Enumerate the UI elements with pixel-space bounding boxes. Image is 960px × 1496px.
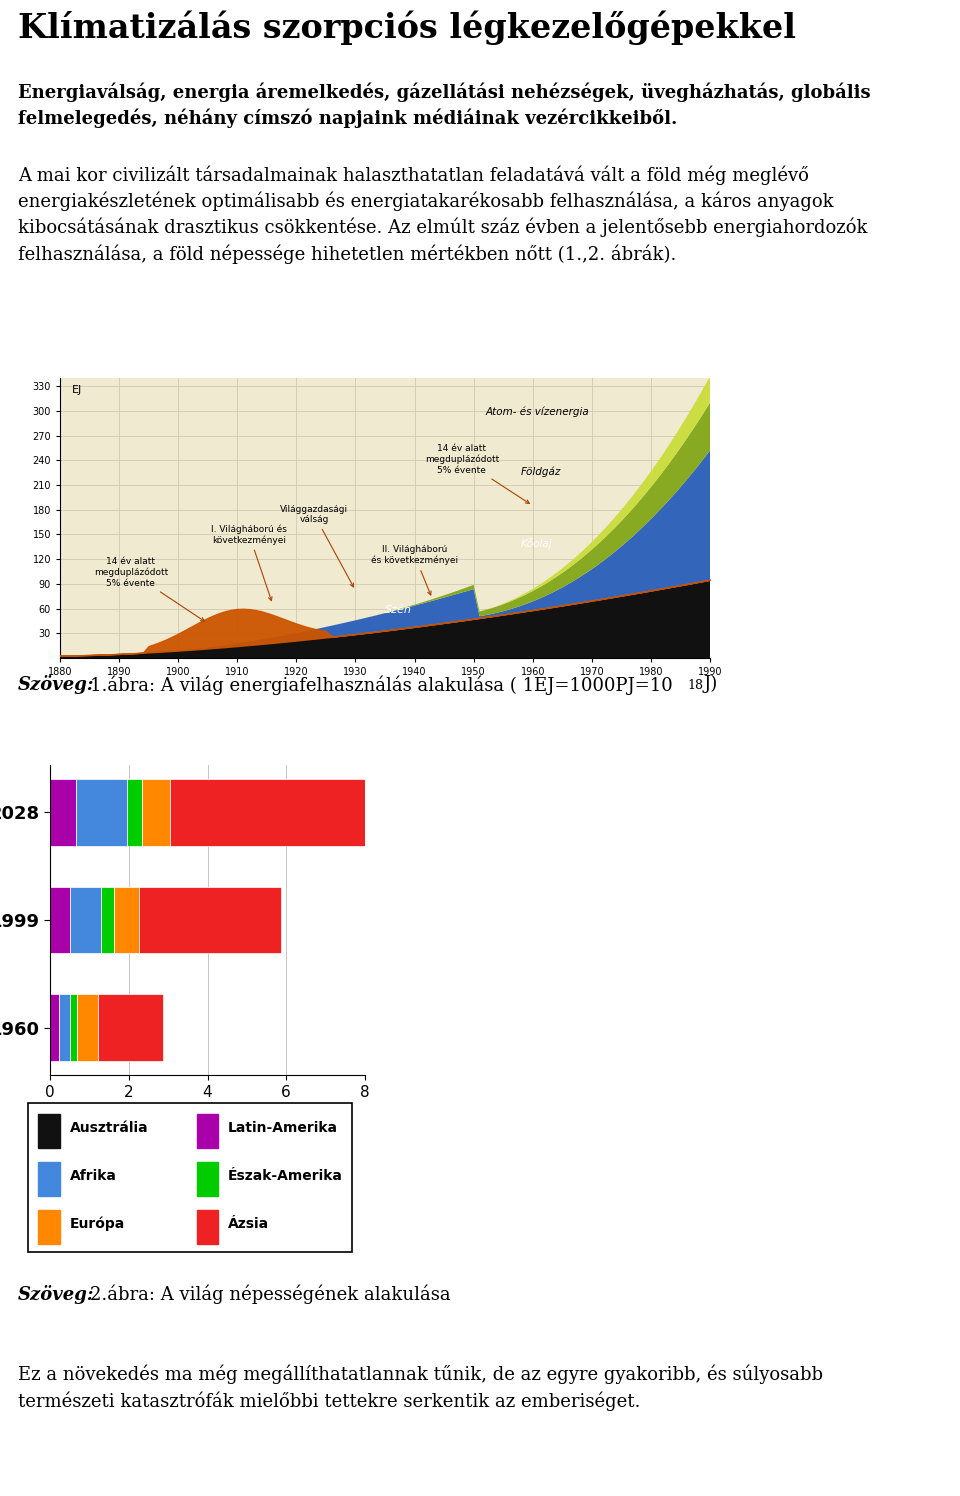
Bar: [50, 995, 59, 1061]
Bar: [50, 887, 70, 953]
Bar: [70, 995, 77, 1061]
Text: J): J): [703, 675, 717, 693]
Text: 14 év alatt
megduplázódott
5% évente: 14 év alatt megduplázódott 5% évente: [424, 444, 529, 504]
Text: Észak-Amerika: Észak-Amerika: [228, 1168, 343, 1183]
Bar: [38, 1210, 60, 1245]
Text: Szöveg:: Szöveg:: [18, 1285, 94, 1305]
Text: Szöveg:: Szöveg:: [18, 675, 94, 694]
Bar: [197, 1210, 218, 1245]
Bar: [50, 779, 76, 845]
Text: EJ: EJ: [72, 384, 82, 395]
Bar: [142, 779, 170, 845]
Text: II. Világháború
és következményei: II. Világháború és következményei: [371, 546, 458, 595]
Bar: [101, 887, 114, 953]
Text: 1.ábra: A világ energiafelhasználás alakulása ( 1EJ=1000PJ=10: 1.ábra: A világ energiafelhasználás alak…: [90, 675, 673, 694]
Bar: [59, 995, 70, 1061]
Text: Latin-Amerika: Latin-Amerika: [228, 1121, 338, 1135]
X-axis label: Népesség (milliárd): Népesség (milliárd): [116, 1106, 300, 1123]
Text: 18: 18: [687, 679, 703, 693]
FancyBboxPatch shape: [28, 1103, 351, 1252]
Bar: [114, 887, 139, 953]
Text: A mai kor civilizált társadalmainak halaszthatatlan feladatává vált a föld még m: A mai kor civilizált társadalmainak hala…: [18, 165, 868, 263]
Bar: [139, 887, 281, 953]
Text: Világgazdasági
válság: Világgazdasági válság: [280, 504, 353, 586]
Bar: [38, 1115, 60, 1147]
Text: Ázsia: Ázsia: [228, 1218, 269, 1231]
Bar: [77, 995, 99, 1061]
Bar: [76, 779, 127, 845]
Text: Atom- és vízenergia: Atom- és vízenergia: [486, 407, 589, 417]
Text: Energiaválság, energia áremelkedés, gázellátási nehézségek, üvegházhatás, globál: Energiaválság, energia áremelkedés, gáze…: [18, 82, 871, 129]
Text: Kőolaj: Kőolaj: [521, 539, 553, 549]
Text: Klímatizálás szorpciós légkezelőgépekkel: Klímatizálás szorpciós légkezelőgépekkel: [18, 10, 796, 45]
Bar: [127, 779, 142, 845]
Text: Szén: Szén: [385, 604, 412, 615]
Text: Földgáz: Földgáz: [521, 467, 562, 477]
Text: Európa: Európa: [69, 1216, 125, 1231]
Text: Afrika: Afrika: [69, 1168, 116, 1183]
Text: I. Világháború és
következményei: I. Világháború és következményei: [211, 524, 287, 601]
Bar: [99, 995, 163, 1061]
Text: 2.ábra: A világ népességének alakulása: 2.ábra: A világ népességének alakulása: [90, 1285, 450, 1305]
Bar: [38, 1162, 60, 1197]
Bar: [197, 1162, 218, 1197]
Text: Ez a növekedés ma még megállíthatatlannak tűnik, de az egyre gyakoribb, és súlyo: Ez a növekedés ma még megállíthatatlanna…: [18, 1364, 823, 1411]
Text: Ausztrália: Ausztrália: [69, 1121, 148, 1135]
Bar: [70, 887, 101, 953]
Text: 14 év alatt
megduplázódott
5% évente: 14 év alatt megduplázódott 5% évente: [94, 557, 204, 621]
Bar: [197, 1115, 218, 1147]
Bar: [170, 779, 371, 845]
